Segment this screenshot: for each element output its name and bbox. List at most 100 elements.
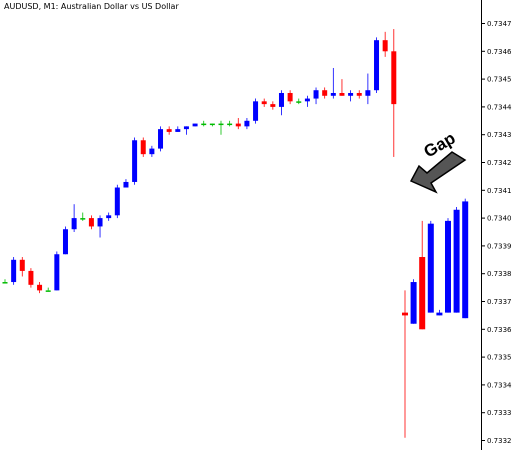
candle: [436, 310, 442, 316]
candle: [402, 290, 408, 437]
candle-body: [167, 129, 172, 132]
candle-body: [462, 201, 468, 318]
candle: [219, 121, 224, 135]
candle: [419, 221, 425, 329]
candle: [132, 137, 137, 184]
candle: [296, 99, 301, 105]
candle-body: [419, 257, 425, 329]
candle-body: [365, 90, 370, 96]
y-tick-label: 0.73460: [487, 48, 512, 56]
candle: [3, 279, 8, 283]
candle-body: [374, 40, 379, 90]
candle: [411, 279, 417, 323]
candle: [305, 96, 310, 107]
candle: [46, 288, 51, 292]
candle-body: [175, 129, 180, 132]
candle-body: [184, 126, 189, 129]
candle-body: [270, 104, 275, 107]
candle-body: [37, 285, 42, 291]
candle-body: [331, 93, 336, 96]
candle-body: [89, 218, 94, 226]
candle: [20, 257, 25, 276]
candle: [72, 204, 77, 232]
candle: [244, 118, 249, 129]
candle: [383, 32, 388, 57]
candle-body: [279, 93, 284, 107]
candle-body: [193, 124, 198, 127]
candle-body: [391, 51, 396, 104]
candle: [193, 124, 198, 127]
candle-body: [141, 140, 146, 154]
candle: [141, 137, 146, 156]
candle-body: [402, 313, 408, 316]
candle-body: [357, 93, 362, 96]
candle: [54, 251, 59, 290]
candle-body: [411, 282, 417, 324]
candle: [28, 268, 33, 287]
candle-body: [296, 101, 301, 103]
candle: [123, 179, 128, 187]
candle-body: [322, 90, 327, 96]
candle: [454, 207, 460, 313]
candle: [391, 29, 396, 157]
candle-body: [132, 140, 137, 182]
candle-body: [158, 129, 163, 148]
candle-body: [428, 224, 434, 313]
candle: [288, 90, 293, 104]
candle: [322, 87, 327, 98]
candle-body: [54, 254, 59, 290]
candle: [158, 126, 163, 151]
gap-arrow-icon: [411, 152, 465, 192]
candle-body: [46, 290, 51, 292]
candle-body: [227, 124, 232, 126]
candle-body: [383, 40, 388, 51]
candle: [115, 185, 120, 218]
candle: [279, 90, 284, 115]
candle: [63, 226, 68, 254]
candle: [236, 118, 241, 129]
candle-body: [445, 221, 451, 313]
candle: [348, 90, 353, 101]
gap-annotation: Gap: [411, 128, 465, 192]
candle-body: [98, 218, 103, 226]
candle-body: [123, 182, 128, 188]
candle: [89, 215, 94, 229]
candle: [184, 126, 189, 134]
candle-body: [11, 260, 16, 282]
candle-body: [72, 218, 77, 229]
candle-body: [436, 313, 442, 316]
candle: [106, 213, 111, 221]
candle: [445, 218, 451, 313]
candle: [462, 199, 468, 319]
candle-body: [454, 210, 460, 313]
candle: [428, 221, 434, 313]
candle-body: [115, 188, 120, 216]
candle-body: [348, 93, 353, 96]
candle: [270, 101, 275, 109]
candle-body: [314, 90, 319, 98]
candle-body: [106, 215, 111, 218]
candle: [365, 74, 370, 105]
candle-body: [3, 282, 8, 284]
candle: [374, 37, 379, 93]
candle-body: [305, 99, 310, 102]
candle: [314, 87, 319, 104]
candle: [210, 124, 215, 127]
candle: [262, 99, 267, 107]
candle-body: [201, 124, 206, 126]
candle-body: [288, 93, 293, 101]
